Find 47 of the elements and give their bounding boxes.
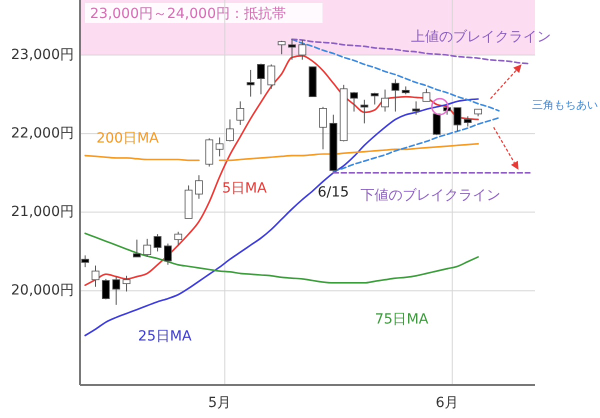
band-label: 23,000円～24,000円：抵抗帯 [90,6,286,22]
candlestick [154,234,162,252]
series-label: 下値のブレイクライン [360,187,501,204]
candlestick [381,89,389,112]
y-tick-label: 22,000円 [11,125,74,142]
candlestick [464,116,472,127]
candlestick [370,92,379,105]
candlestick [174,231,182,246]
text: 75日MA [374,312,429,328]
series-label: 200日MA [96,130,160,146]
candlestick [319,106,327,150]
candlestick [350,91,358,112]
x-tick-label: 5月 [208,395,232,411]
candlestick [422,88,430,102]
candlestick [246,69,255,98]
y-tick-label: 23,000円 [11,46,74,63]
candlestick [298,40,306,60]
candlestick [360,99,368,124]
candlestick [226,118,234,142]
candlestick [164,243,172,266]
candlestick [278,40,286,55]
y-tick-label: 20,000円 [11,282,74,299]
candlestick [412,100,420,116]
candlestick [267,64,276,90]
annotation: 三角もちあい [532,98,598,112]
line-series [332,117,500,172]
y-tick-label: 21,000円 [11,204,74,220]
candlestick [257,63,265,95]
candlestick [216,137,224,157]
annotation: 6/15 [318,184,350,200]
candlestick [143,238,152,258]
candlestick [236,100,244,126]
series-label: 5日MA [222,180,268,196]
candlestick [81,254,90,268]
candlestick [454,107,462,132]
x-tick-label: 6月 [436,395,459,411]
candlestick [122,275,130,292]
candlestick [102,278,110,300]
series-label: 上値のブレイクライン [411,28,552,45]
candlestick [112,276,120,306]
candlestick [392,78,400,112]
candlestick [288,38,296,60]
candlestick [132,239,141,258]
candlestick [92,265,100,288]
series-label: 25日MA [138,328,192,345]
candlestick [195,174,203,200]
line-series [84,232,479,284]
